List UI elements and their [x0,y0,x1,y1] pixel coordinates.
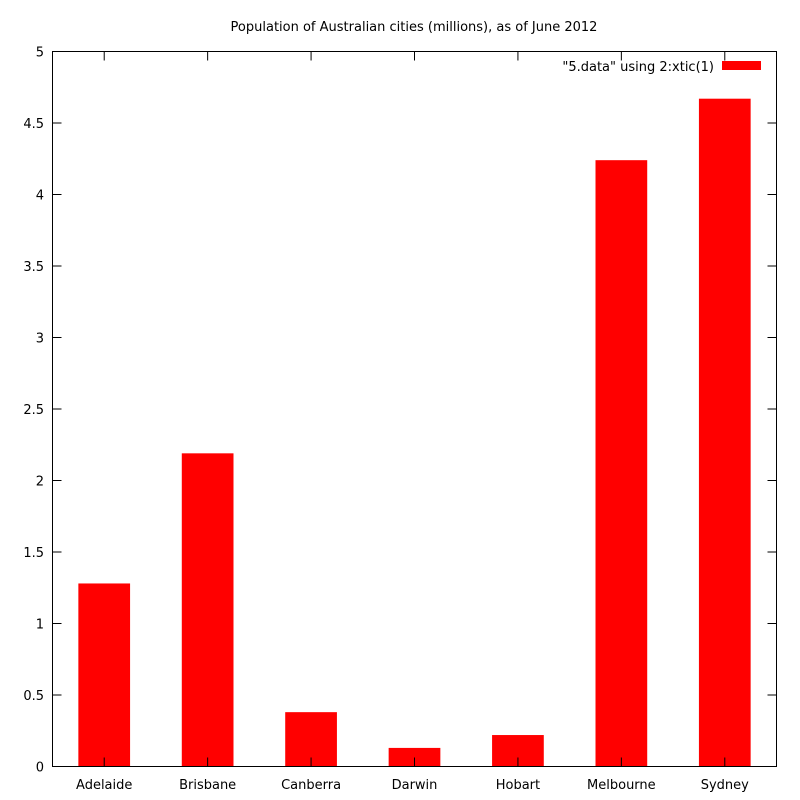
y-tick-label: 4 [36,189,44,204]
y-tick-label: 2 [36,475,44,490]
y-tick-label: 1 [36,618,44,633]
y-tick-label: 2.5 [23,403,44,418]
x-tick-label: Melbourne [587,778,656,793]
chart-title: Population of Australian cities (million… [231,20,598,35]
x-tick-label: Darwin [392,778,438,793]
bar [388,747,441,767]
y-axis: 0 0.5 1 1.5 2 2.5 3 3.5 4 4.5 5 [23,46,777,776]
bar [78,583,131,767]
y-tick-label: 5 [36,46,44,61]
y-tick-label: 1.5 [23,546,44,561]
x-axis: Adelaide Brisbane Canberra Darwin Hobart Melb… [76,51,749,793]
bar [698,98,751,767]
bars [78,98,751,767]
legend: "5.data" using 2:xtic(1) [562,60,761,75]
y-tick-label: 3.5 [23,260,44,275]
x-tick-label: Brisbane [179,778,236,793]
legend-swatch [722,61,761,70]
bar [181,453,234,767]
y-tick-label: 0 [36,761,44,776]
y-tick-label: 0.5 [23,689,44,704]
y-tick-label: 4.5 [23,117,44,132]
plot-frame [52,51,777,767]
x-tick-label: Canberra [281,778,341,793]
bar [595,160,648,767]
x-tick-label: Sydney [701,778,749,793]
x-tick-label: Hobart [496,778,540,793]
y-tick-label: 3 [36,332,44,347]
x-tick-label: Adelaide [76,778,132,793]
legend-label: "5.data" using 2:xtic(1) [562,60,714,75]
bar [285,712,337,767]
